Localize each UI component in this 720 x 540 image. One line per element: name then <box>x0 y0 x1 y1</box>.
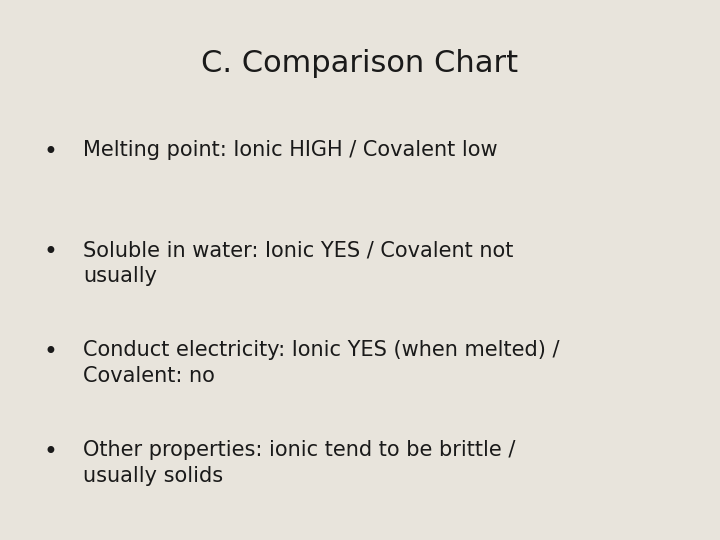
Text: •: • <box>43 240 58 264</box>
Text: •: • <box>43 340 58 364</box>
Text: Melting point: Ionic HIGH / Covalent low: Melting point: Ionic HIGH / Covalent low <box>83 140 498 160</box>
Text: Conduct electricity: Ionic YES (when melted) /
Covalent: no: Conduct electricity: Ionic YES (when mel… <box>83 340 559 386</box>
Text: •: • <box>43 140 58 164</box>
Text: Other properties: ionic tend to be brittle /
usually solids: Other properties: ionic tend to be britt… <box>83 440 516 485</box>
Text: Soluble in water: Ionic YES / Covalent not
usually: Soluble in water: Ionic YES / Covalent n… <box>83 240 513 286</box>
Text: •: • <box>43 440 58 464</box>
Text: C. Comparison Chart: C. Comparison Chart <box>202 49 518 78</box>
